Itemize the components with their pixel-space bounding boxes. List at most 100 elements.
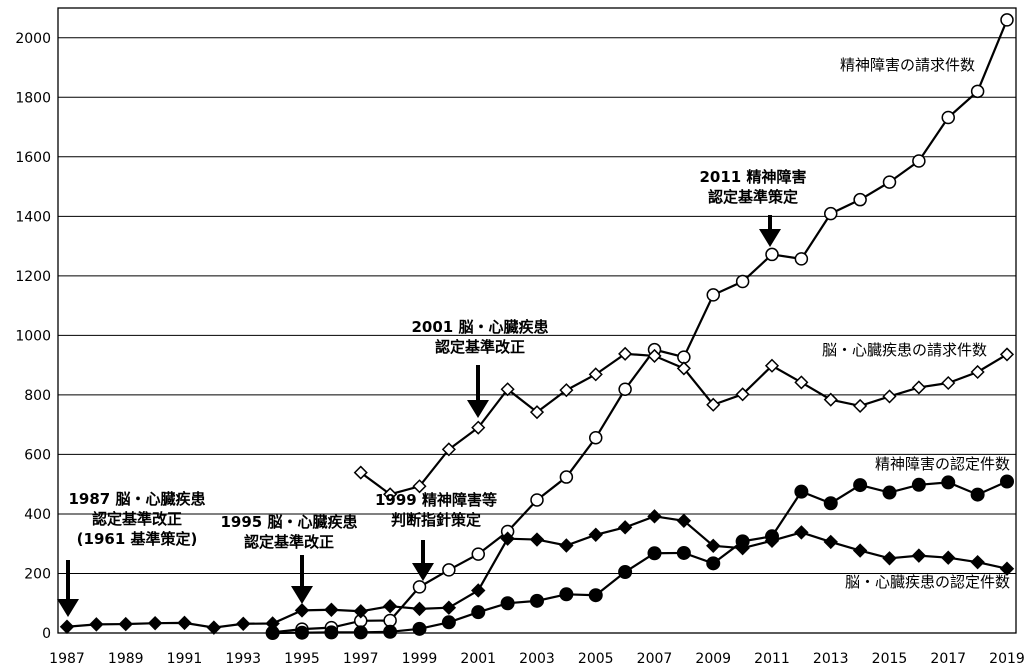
data-point [588,527,603,542]
data-point [383,613,397,628]
data-point [970,84,985,99]
y-tick-label: 1600 [15,150,51,166]
data-point [882,175,897,189]
data-point [912,154,926,168]
series-label: 脳・心臓疾患の請求件数 [822,341,987,359]
data-point [677,350,691,364]
data-point [500,531,515,546]
data-point [882,551,897,566]
data-point [911,548,927,563]
y-tick-label: 800 [24,388,51,404]
x-tick-label: 2007 [637,651,673,667]
annotation-line: 認定基準改正 [244,533,334,551]
annotation-arrow-head [412,563,434,581]
data-point [647,348,662,363]
series-label: 精神障害の請求件数 [840,56,975,74]
data-point [500,596,515,611]
data-point [471,420,486,435]
annotation-line: 1999 精神障害等 [375,491,497,509]
data-point [941,110,955,125]
annotation-line: 認定基準改正 [92,510,182,528]
annotation-line: 1987 脳・心臓疾患 [69,490,206,508]
data-point [823,496,838,511]
data-point [882,485,897,500]
data-point [588,588,603,603]
data-point [823,534,838,550]
plot-frame [57,7,1017,634]
annotation-text: 1987 脳・心臓疾患認定基準改正 (1961 基準策定) [69,490,206,548]
data-point [794,252,809,266]
data-point [794,484,809,499]
y-tick-label: 1800 [15,90,51,106]
data-point [853,478,868,493]
labels: 精神障害の請求件数脳・心臓疾患の請求件数精神障害の認定件数脳・心臓疾患の認定件数… [57,56,1010,617]
data-point [823,392,838,407]
y-tick-label: 1000 [15,328,51,344]
data-point [412,621,427,636]
annotation-line: 認定基準改正 [435,338,525,356]
data-point [383,624,398,639]
x-tick-label: 2013 [813,651,849,667]
annotation-line: 認定基準策定 [708,188,798,206]
y-tick-label: 200 [24,566,51,582]
data-point [412,479,427,494]
annotation-line: 判断指針策定 [391,511,481,529]
y-tick-label: 400 [24,507,51,523]
data-point [353,625,368,640]
data-point [970,554,985,570]
data-point [324,625,339,640]
data-point [706,538,721,554]
y-tick-label: 1400 [15,209,51,225]
data-point [676,545,691,560]
y-tick-label: 0 [42,626,51,642]
data-point [764,358,780,373]
data-point [206,620,222,635]
data-point [471,605,486,620]
data-point [118,616,133,632]
x-tick-label: 2019 [989,651,1024,667]
annotation-arrow-head [467,400,489,418]
series-label: 脳・心臓疾患の認定件数 [845,573,1010,591]
data-point [970,487,985,502]
data-point [794,375,809,390]
data-point [647,509,662,524]
data-point [941,375,956,391]
data-point [911,477,926,492]
data-point [852,543,868,558]
series-markers [59,13,1015,640]
data-point [441,442,456,457]
data-point [441,615,456,630]
x-tick-label: 1995 [284,651,320,667]
data-point [999,347,1015,362]
data-point [412,580,427,594]
data-point [559,383,574,398]
data-point [294,603,310,618]
annotation-text: 1995 脳・心臓疾患認定基準改正 [221,513,358,551]
data-point [353,604,368,619]
y-tick-label: 1200 [15,269,51,285]
data-point [941,550,956,565]
x-tick-label: 2015 [872,651,908,667]
x-tick-label: 2017 [930,651,966,667]
data-point [853,398,868,413]
data-point [941,475,956,490]
x-tick-label: 1987 [49,651,85,667]
data-point [147,615,163,631]
annotation-text: 2001 脳・心臓疾患認定基準改正 [412,318,549,356]
data-point [471,547,485,561]
data-point [765,247,779,262]
data-point [764,533,780,548]
data-point [588,367,603,382]
data-point [412,601,427,617]
data-point [589,431,603,445]
data-point [970,364,985,380]
annotation-arrow-head [291,586,313,604]
annotation-line: 2011 精神障害 [700,168,807,186]
data-point [529,532,545,547]
data-point [559,538,574,553]
series-label: 精神障害の認定件数 [875,455,1010,473]
x-tick-label: 1991 [167,651,203,667]
data-point [529,405,545,420]
annotation-text: 1999 精神障害等判断指針策定 [375,491,497,529]
